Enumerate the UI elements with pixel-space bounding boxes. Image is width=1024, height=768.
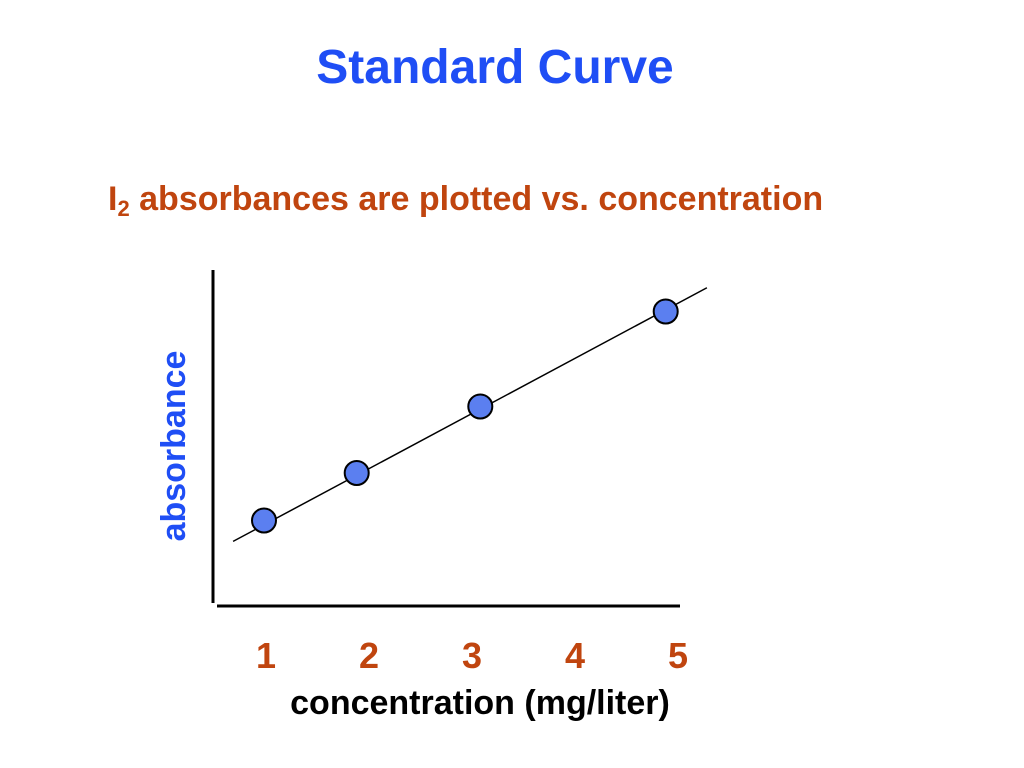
subtitle-subscript: 2	[117, 196, 130, 221]
chart-axes	[211, 270, 680, 608]
x-tick-label: 5	[668, 635, 688, 676]
x-tick-label: 1	[256, 635, 276, 676]
page-title: Standard Curve	[316, 41, 674, 94]
x-axis-label: concentration (mg/liter)	[290, 684, 670, 722]
data-point	[467, 393, 494, 420]
y-axis-label: absorbance	[155, 351, 193, 542]
x-tick-label: 4	[565, 635, 585, 676]
subtitle-prefix: I	[108, 180, 118, 218]
x-tick-label: 2	[359, 635, 379, 676]
data-point	[343, 460, 370, 486]
subtitle: I2 absorbances are plotted vs. concentra…	[108, 180, 823, 222]
data-points	[251, 298, 679, 534]
data-point	[251, 507, 277, 534]
x-tick-label: 3	[462, 635, 482, 676]
subtitle-text: absorbances are plotted vs. concentratio…	[129, 180, 824, 218]
fit-line	[232, 287, 708, 543]
data-point	[652, 298, 679, 325]
x-tick-labels: 1 2 3 4 5	[256, 635, 688, 676]
